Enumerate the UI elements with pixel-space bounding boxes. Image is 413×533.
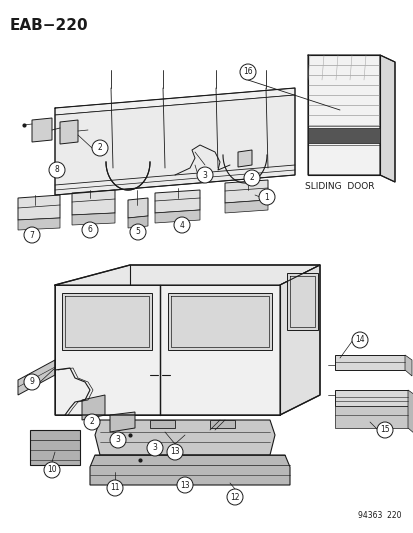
- Text: 13: 13: [180, 481, 189, 489]
- Polygon shape: [55, 95, 294, 195]
- Polygon shape: [224, 200, 267, 213]
- Polygon shape: [18, 218, 60, 230]
- Text: 6: 6: [88, 225, 92, 235]
- Polygon shape: [55, 88, 294, 115]
- Circle shape: [24, 227, 40, 243]
- Polygon shape: [209, 420, 235, 428]
- Polygon shape: [307, 55, 379, 175]
- Polygon shape: [224, 180, 267, 203]
- Polygon shape: [159, 285, 279, 415]
- Circle shape: [351, 332, 367, 348]
- Circle shape: [243, 170, 259, 186]
- Text: 13: 13: [170, 448, 179, 456]
- Text: 12: 12: [230, 492, 239, 502]
- Text: 4: 4: [179, 221, 184, 230]
- Text: 2: 2: [97, 143, 102, 152]
- Text: 9: 9: [29, 377, 34, 386]
- Text: 2: 2: [89, 417, 94, 426]
- Circle shape: [24, 374, 40, 390]
- Polygon shape: [154, 210, 199, 223]
- Polygon shape: [379, 55, 394, 182]
- Circle shape: [49, 162, 65, 178]
- Polygon shape: [30, 430, 80, 465]
- Text: 7: 7: [29, 230, 34, 239]
- Polygon shape: [307, 128, 379, 143]
- Polygon shape: [55, 285, 159, 415]
- Circle shape: [82, 222, 98, 238]
- Polygon shape: [95, 420, 274, 455]
- Text: 16: 16: [242, 68, 252, 77]
- Circle shape: [259, 189, 274, 205]
- Circle shape: [177, 477, 192, 493]
- Text: EAB−220: EAB−220: [10, 18, 88, 33]
- Polygon shape: [154, 190, 199, 213]
- Polygon shape: [334, 390, 407, 406]
- Circle shape: [173, 217, 190, 233]
- Text: 94363  220: 94363 220: [358, 511, 401, 520]
- Polygon shape: [55, 265, 319, 285]
- Text: 3: 3: [152, 443, 157, 453]
- Text: 3: 3: [115, 435, 120, 445]
- Polygon shape: [128, 216, 147, 228]
- Circle shape: [44, 462, 60, 478]
- Circle shape: [84, 414, 100, 430]
- Polygon shape: [72, 213, 115, 225]
- Circle shape: [240, 64, 255, 80]
- Polygon shape: [60, 120, 78, 144]
- Polygon shape: [128, 198, 147, 218]
- Text: 15: 15: [379, 425, 389, 434]
- Polygon shape: [62, 293, 152, 350]
- Circle shape: [226, 489, 242, 505]
- Polygon shape: [407, 390, 413, 434]
- Circle shape: [130, 224, 146, 240]
- Polygon shape: [334, 406, 407, 428]
- Circle shape: [147, 440, 163, 456]
- Text: 2: 2: [249, 174, 254, 182]
- Text: 1: 1: [264, 192, 269, 201]
- Polygon shape: [150, 420, 175, 428]
- Polygon shape: [90, 455, 289, 485]
- Text: 10: 10: [47, 465, 57, 474]
- Polygon shape: [110, 412, 135, 432]
- Polygon shape: [18, 195, 60, 220]
- Polygon shape: [72, 190, 115, 215]
- Circle shape: [110, 432, 126, 448]
- Polygon shape: [168, 293, 271, 350]
- Polygon shape: [18, 360, 55, 395]
- Polygon shape: [237, 150, 252, 167]
- Text: 11: 11: [110, 483, 119, 492]
- Polygon shape: [286, 273, 317, 330]
- Circle shape: [197, 167, 212, 183]
- Circle shape: [376, 422, 392, 438]
- Text: 3: 3: [202, 171, 207, 180]
- Polygon shape: [82, 395, 105, 420]
- Text: 5: 5: [135, 228, 140, 237]
- Text: 8: 8: [55, 166, 59, 174]
- Text: 14: 14: [354, 335, 364, 344]
- Polygon shape: [404, 355, 411, 376]
- Polygon shape: [334, 355, 404, 370]
- Text: SLIDING  DOOR: SLIDING DOOR: [304, 182, 374, 191]
- Circle shape: [107, 480, 123, 496]
- Polygon shape: [32, 118, 52, 142]
- Circle shape: [166, 444, 183, 460]
- Polygon shape: [279, 265, 319, 415]
- Circle shape: [92, 140, 108, 156]
